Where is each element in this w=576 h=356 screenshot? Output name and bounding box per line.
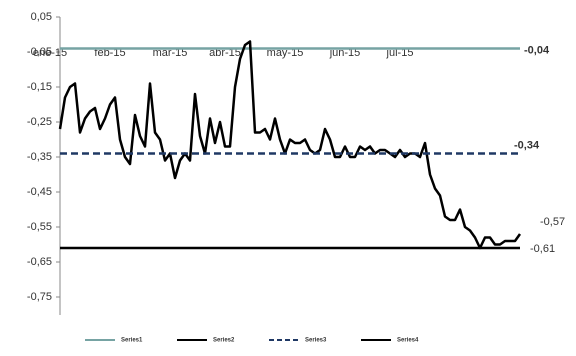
y-tick-label: -0,35 xyxy=(27,151,52,163)
series-line xyxy=(58,40,522,250)
y-tick-label: -0,45 xyxy=(27,186,52,198)
legend-label: Series1 xyxy=(121,338,143,344)
legend-label: Series2 xyxy=(213,338,235,344)
x-tick-label: ene-15 xyxy=(33,47,67,59)
x-tick-label: jul-15 xyxy=(386,47,414,59)
y-tick-label: -0,25 xyxy=(27,116,52,128)
legend-label: Series3 xyxy=(305,338,327,344)
data-label: -0,34 xyxy=(514,139,540,151)
data-label: -0,57 xyxy=(540,216,565,228)
x-tick-label: abr-15 xyxy=(209,47,241,59)
y-tick-label: 0,05 xyxy=(31,11,52,23)
y-tick-label: -0,65 xyxy=(27,256,52,268)
x-tick-label: feb-15 xyxy=(94,47,125,59)
x-tick-label: mar-15 xyxy=(153,47,188,59)
x-tick-label: may-15 xyxy=(267,47,304,59)
data-label: -0,04 xyxy=(524,44,550,56)
y-tick-label: -0,55 xyxy=(27,221,52,233)
legend-label: Series4 xyxy=(397,338,419,344)
x-tick-label: jun-15 xyxy=(329,47,361,59)
data-label: -0,61 xyxy=(530,243,555,255)
y-tick-label: -0,75 xyxy=(27,291,52,303)
y-tick-label: -0,15 xyxy=(27,81,52,93)
y-tick-label: -0,05 xyxy=(27,46,52,58)
